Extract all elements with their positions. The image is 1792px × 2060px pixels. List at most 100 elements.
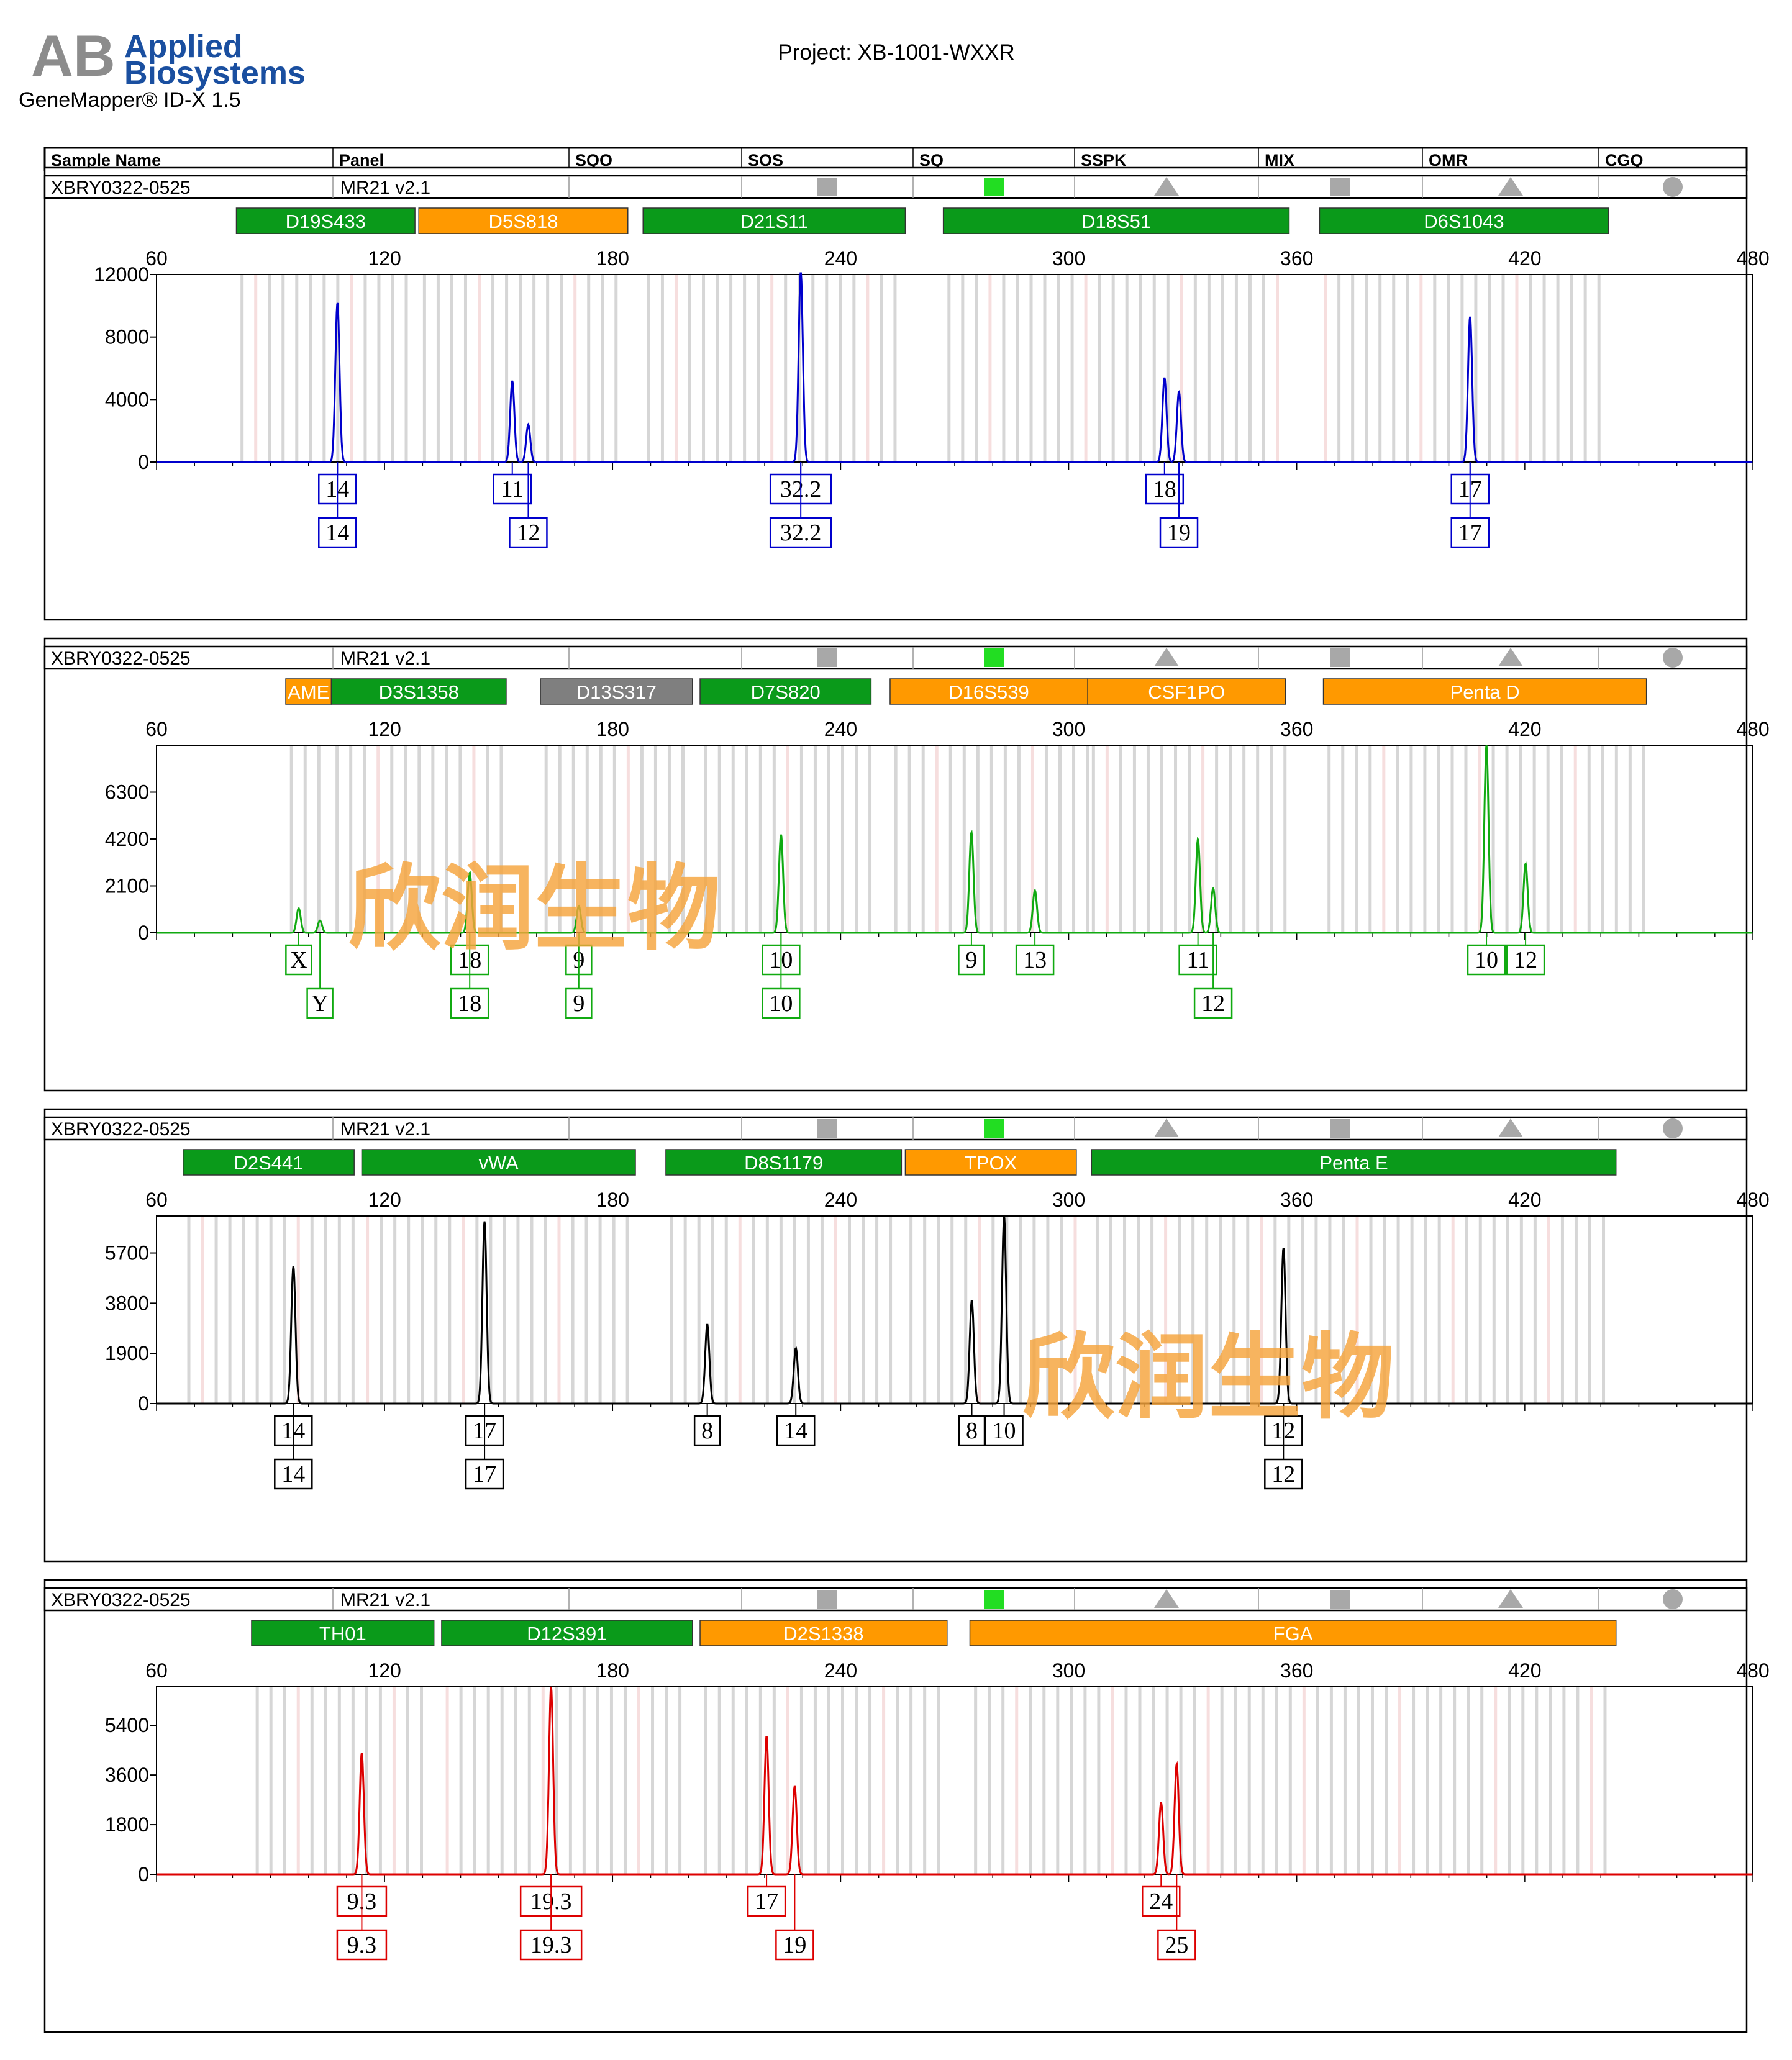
locus-bar (235, 207, 416, 234)
locus-bar (1319, 207, 1609, 234)
allele-label-box[interactable] (747, 1885, 786, 1917)
allele-label-box[interactable] (1015, 944, 1055, 976)
quality-omr-icon (1498, 1589, 1523, 1608)
allele-label-box[interactable] (762, 987, 801, 1019)
allele-label[interactable]: 10 (1475, 947, 1498, 973)
allele-label[interactable]: 14 (784, 1418, 807, 1444)
allele-label-box[interactable] (285, 944, 312, 976)
allele-label-box[interactable] (1264, 1458, 1303, 1490)
allele-label[interactable]: 14 (325, 520, 349, 546)
allele-label[interactable]: 12 (1271, 1461, 1295, 1487)
trace-line (157, 1216, 1753, 1405)
app-name: GeneMapper® ID-X 1.5 (19, 88, 241, 112)
allele-label-box[interactable] (565, 987, 593, 1019)
sample-row[interactable] (43, 1116, 1748, 1141)
allele-label[interactable]: 17 (1458, 520, 1482, 546)
allele-label-box[interactable] (776, 1415, 816, 1446)
panel-name: MR21 v2.1 (340, 178, 430, 198)
allele-label-box[interactable] (985, 1415, 1024, 1446)
plot-area: 0 2100 4200 6300 (105, 745, 1753, 944)
allele-label-box[interactable] (306, 987, 334, 1019)
allele-label-box[interactable] (1467, 944, 1506, 976)
x-tick-label: 120 (368, 1659, 401, 1682)
allele-label[interactable]: 19.3 (530, 1932, 572, 1958)
allele-label[interactable]: 14 (281, 1461, 305, 1487)
allele-label-box[interactable] (274, 1458, 313, 1490)
allele-label-box[interactable] (1193, 987, 1233, 1019)
allele-label-box[interactable] (1506, 944, 1545, 976)
x-tick-label: 60 (145, 1189, 168, 1211)
locus-bar (889, 678, 1088, 705)
allele-label-box[interactable] (465, 1458, 504, 1490)
y-tick-label: 2100 (105, 875, 149, 897)
allele-label[interactable]: 9 (573, 991, 584, 1017)
allele-label-box[interactable] (493, 473, 532, 505)
allele-label[interactable]: 24 (1149, 1889, 1173, 1915)
allele-label-box[interactable] (509, 517, 548, 548)
quality-mix-icon (1330, 1590, 1350, 1609)
allele-label-box[interactable] (693, 1415, 721, 1446)
allele-label[interactable]: 10 (769, 991, 793, 1017)
panel-name: MR21 v2.1 (340, 1590, 430, 1610)
allele-label-box[interactable] (769, 517, 832, 548)
allele-label[interactable]: 12 (1201, 991, 1225, 1017)
allele-label-box[interactable] (1142, 1885, 1181, 1917)
allele-label-box[interactable] (775, 1929, 814, 1961)
allele-label[interactable]: 11 (1186, 947, 1209, 973)
allele-label-box[interactable] (958, 944, 985, 976)
locus-bar (699, 678, 872, 705)
quality-sos-icon (817, 178, 837, 196)
quality-omr-icon (1498, 1118, 1523, 1137)
allele-label[interactable]: X (290, 947, 307, 973)
x-tick-label: 300 (1052, 1189, 1085, 1211)
allele-label-box[interactable] (1450, 517, 1490, 548)
watermark-1: 欣润生物 (348, 855, 721, 963)
allele-label[interactable]: 10 (993, 1418, 1016, 1444)
panel-name: MR21 v2.1 (340, 1119, 430, 1140)
allele-label[interactable]: 11 (501, 476, 524, 502)
allele-label-box[interactable] (450, 987, 489, 1019)
allele-label[interactable]: 8 (701, 1418, 713, 1444)
allele-label-box[interactable] (958, 1415, 986, 1446)
allele-label-box[interactable] (1145, 473, 1185, 505)
watermark-2: 欣润生物 (1022, 1324, 1394, 1432)
panel-frame (43, 1108, 1748, 1563)
sample-row[interactable] (43, 175, 1748, 199)
allele-label-box[interactable] (1178, 944, 1217, 976)
y-tick-label: 3600 (105, 1764, 149, 1786)
allele-label[interactable]: 19 (783, 1932, 806, 1958)
plot-area: 0 1800 3600 5400 (105, 1686, 1753, 1885)
allele-label-box[interactable] (1157, 1929, 1196, 1961)
allele-label[interactable]: 8 (966, 1418, 978, 1444)
allele-label[interactable]: 9.3 (347, 1932, 377, 1958)
allele-label[interactable]: 12 (516, 520, 540, 546)
allele-label[interactable]: 25 (1165, 1932, 1188, 1958)
allele-label[interactable]: 32.2 (780, 520, 822, 546)
sample-row[interactable] (43, 1587, 1748, 1612)
allele-label[interactable]: 17 (755, 1889, 778, 1915)
allele-label[interactable]: 18 (1153, 476, 1176, 502)
allele-label[interactable]: Y (311, 991, 328, 1017)
allele-label-box[interactable] (336, 1929, 388, 1961)
y-tick-label: 1800 (105, 1813, 149, 1836)
quality-mix-icon (1330, 1119, 1350, 1138)
x-tick-label: 60 (145, 247, 168, 270)
allele-label[interactable]: 9 (965, 947, 977, 973)
allele-label[interactable]: 19 (1167, 520, 1191, 546)
allele-label-box[interactable] (1159, 517, 1199, 548)
allele-label[interactable]: 17 (473, 1461, 496, 1487)
allele-label-box[interactable] (318, 517, 357, 548)
column-header: Sample Name (51, 151, 161, 170)
locus-label: D12S391 (527, 1623, 607, 1645)
allele-label[interactable]: 12 (1514, 947, 1537, 973)
x-tick-label: 120 (368, 1189, 401, 1211)
allele-label[interactable]: 13 (1023, 947, 1047, 973)
report-header: AB Applied Biosystems GeneMapper® ID-X 1… (19, 23, 1015, 112)
allele-label-box[interactable] (519, 1929, 583, 1961)
allele-label[interactable]: 18 (458, 991, 481, 1017)
sample-row[interactable] (43, 645, 1748, 670)
x-tick-label: 240 (824, 1659, 857, 1682)
